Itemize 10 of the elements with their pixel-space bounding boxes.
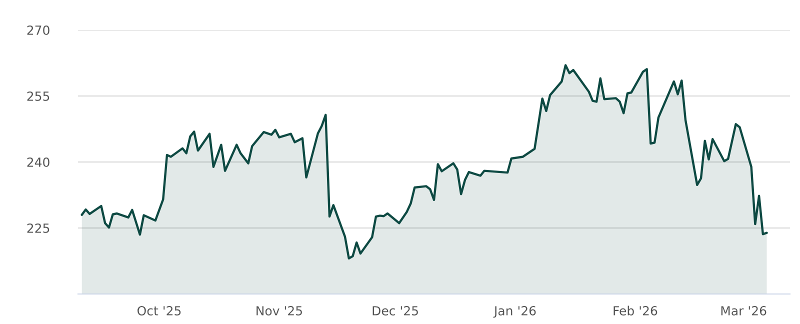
x-tick-label: Jan '26 xyxy=(493,306,536,318)
x-tick-label: Mar '26 xyxy=(721,306,766,316)
y-tick-label: 225 xyxy=(27,223,50,233)
y-tick-label: 270 xyxy=(27,25,50,35)
y-tick-label: 240 xyxy=(27,157,50,167)
x-tick-label: Dec '25 xyxy=(372,306,418,316)
x-tick-label: Feb '26 xyxy=(614,306,658,316)
x-tick-label: Nov '25 xyxy=(256,306,302,316)
x-tick-label: Oct '25 xyxy=(138,306,181,316)
y-tick-label: 255 xyxy=(27,91,50,101)
